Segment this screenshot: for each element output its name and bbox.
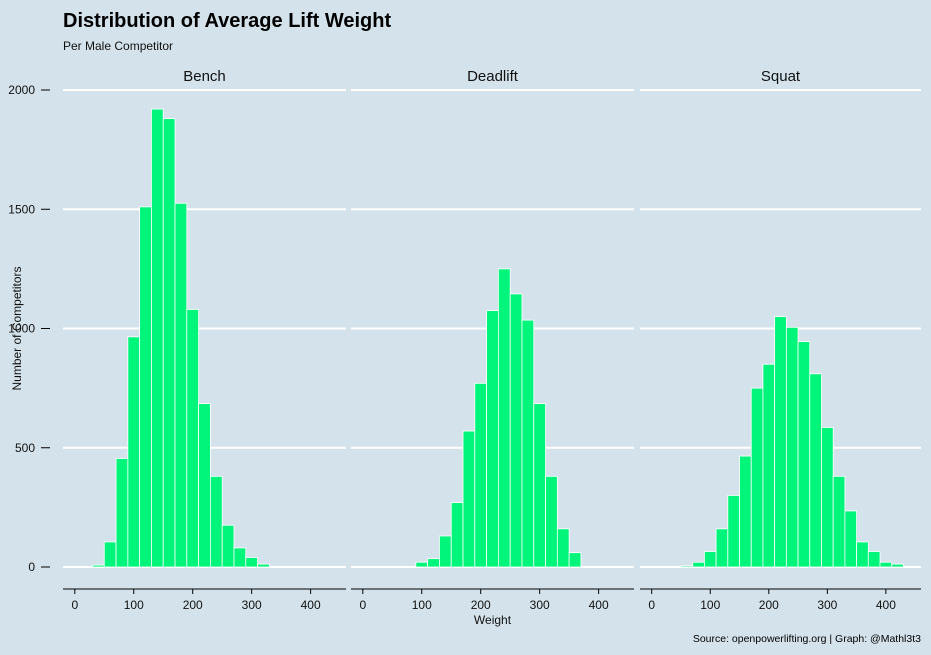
bar-squat-240 [785, 326, 799, 568]
y-tick-label-500: 500 [15, 441, 35, 455]
chart-caption: Source: openpowerlifting.org | Graph: @M… [692, 633, 921, 645]
x-tick-label-bench-0: 0 [71, 598, 78, 612]
bar-squat-180 [750, 387, 764, 568]
bar-deadlift-300 [533, 403, 546, 568]
bar-bench-240 [209, 475, 223, 568]
bar-squat-300 [821, 427, 834, 568]
bar-bench-160 [162, 118, 176, 568]
bar-deadlift-140 [439, 535, 452, 568]
bar-deadlift-180 [462, 430, 476, 568]
bar-deadlift-120 [427, 558, 440, 568]
bar-squat-380 [867, 551, 881, 568]
bar-bench-60 [103, 541, 117, 568]
x-axis-title: Weight [474, 613, 512, 627]
bar-bench-260 [221, 524, 235, 568]
bar-squat-340 [844, 510, 858, 568]
bar-deadlift-220 [486, 310, 499, 568]
bar-deadlift-200 [474, 382, 488, 568]
facet-label-bench: Bench [183, 68, 226, 85]
bar-deadlift-100 [415, 561, 429, 568]
bar-bench-40 [92, 564, 105, 568]
bar-deadlift-240 [497, 268, 511, 568]
bar-deadlift-360 [568, 552, 582, 568]
y-axis-title: Number of Competitors [10, 266, 24, 390]
x-tick-label-bench-300: 300 [242, 598, 262, 612]
bar-squat-160 [739, 455, 752, 568]
x-tick-label-deadlift-400: 400 [589, 598, 609, 612]
bar-deadlift-340 [556, 528, 570, 568]
bar-squat-220 [774, 316, 787, 568]
bar-squat-420 [891, 563, 904, 568]
bar-squat-100 [703, 551, 717, 568]
bar-squat-120 [715, 528, 729, 568]
bar-bench-220 [198, 403, 211, 568]
x-tick-label-deadlift-0: 0 [359, 598, 366, 612]
bar-deadlift-260 [509, 293, 523, 568]
y-tick-label-2000: 2000 [8, 83, 35, 97]
bar-deadlift-160 [450, 502, 464, 568]
bar-bench-280 [233, 547, 247, 568]
y-tick-label-0: 0 [28, 560, 35, 574]
x-tick-label-squat-300: 300 [817, 598, 837, 612]
y-tick-label-1000: 1000 [8, 322, 35, 336]
bar-squat-140 [727, 495, 740, 568]
facet-label-squat: Squat [761, 68, 801, 85]
x-tick-label-bench-400: 400 [301, 598, 321, 612]
bar-bench-320 [257, 563, 270, 568]
x-tick-label-squat-100: 100 [700, 598, 720, 612]
x-tick-label-squat-0: 0 [648, 598, 655, 612]
x-tick-label-squat-200: 200 [759, 598, 779, 612]
x-tick-label-bench-100: 100 [124, 598, 144, 612]
facet-label-deadlift: Deadlift [467, 68, 519, 85]
bar-bench-100 [127, 336, 141, 568]
x-tick-label-deadlift-300: 300 [530, 598, 550, 612]
x-tick-label-squat-400: 400 [876, 598, 896, 612]
bar-bench-120 [139, 206, 152, 568]
bar-bench-80 [115, 458, 129, 568]
bar-squat-60 [680, 565, 694, 568]
bar-squat-280 [809, 373, 822, 568]
bar-squat-80 [692, 561, 705, 568]
x-tick-label-bench-200: 200 [183, 598, 203, 612]
bar-squat-200 [762, 363, 776, 568]
bar-bench-140 [151, 108, 164, 568]
bar-squat-320 [832, 475, 846, 568]
x-tick-label-deadlift-200: 200 [471, 598, 491, 612]
chart-title: Distribution of Average Lift Weight [63, 10, 392, 32]
y-tick-label-1500: 1500 [8, 202, 35, 216]
bar-bench-300 [245, 557, 258, 568]
chart-subtitle: Per Male Competitor [63, 39, 174, 53]
bar-squat-400 [879, 561, 893, 568]
x-tick-label-deadlift-100: 100 [412, 598, 432, 612]
bar-squat-360 [856, 541, 869, 568]
bar-bench-200 [186, 309, 200, 568]
bar-deadlift-280 [521, 319, 535, 568]
bar-deadlift-320 [545, 475, 558, 568]
bar-bench-180 [174, 202, 188, 568]
bar-squat-260 [797, 341, 811, 568]
